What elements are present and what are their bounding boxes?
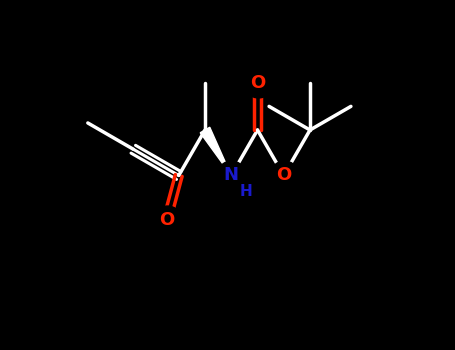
Text: N: N	[224, 167, 239, 184]
Text: O: O	[276, 167, 291, 184]
Text: H: H	[240, 184, 253, 199]
Text: O: O	[250, 74, 265, 92]
Text: O: O	[159, 211, 174, 229]
Polygon shape	[200, 127, 231, 175]
